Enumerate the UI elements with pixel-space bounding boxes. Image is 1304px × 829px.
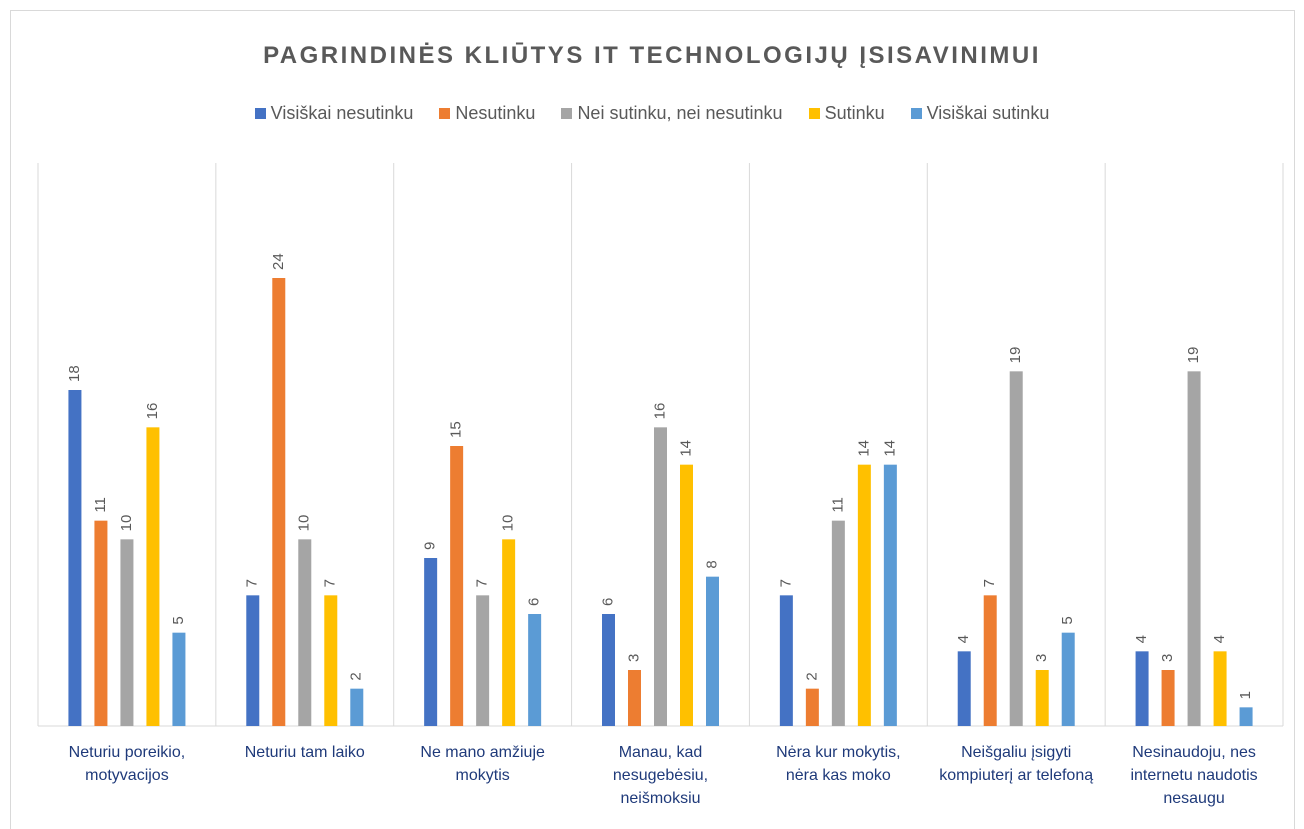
bar [654, 427, 667, 726]
data-label: 4 [955, 635, 972, 643]
bar [857, 464, 871, 726]
legend-swatch [910, 108, 922, 119]
bar [706, 576, 719, 726]
bar [146, 427, 160, 726]
bar [957, 651, 971, 726]
legend-item: Visiškai sutinku [910, 103, 1050, 124]
bar [120, 539, 134, 726]
bar [1061, 632, 1075, 726]
bar [831, 520, 845, 726]
chart-frame [10, 10, 1295, 829]
x-tick-label: Ne mano amžiuje mokytis [420, 744, 545, 784]
x-tick-label: Neturiu poreikio, motyvacijos [68, 744, 186, 784]
bar [883, 464, 897, 726]
bar [1239, 707, 1253, 726]
bar [1213, 651, 1227, 726]
data-label: 11 [829, 497, 846, 513]
data-label: 5 [170, 616, 187, 624]
bar [450, 446, 464, 726]
legend-label: Nei sutinku, nei nesutinku [577, 103, 783, 123]
x-tick-label: Nėra kur mokytis, nėra kas moko [776, 744, 901, 784]
chart-title: PAGRINDINĖS KLIŪTYS IT TECHNOLOGIJŲ ĮSIS… [263, 42, 1041, 69]
data-label: 10 [296, 515, 313, 532]
data-label: 7 [322, 579, 339, 587]
data-label: 14 [881, 440, 898, 457]
legend-item: Sutinku [808, 103, 885, 124]
data-label: 6 [526, 598, 543, 606]
data-label: 19 [1007, 347, 1024, 364]
data-label: 11 [92, 497, 109, 513]
data-label: 3 [1033, 654, 1050, 662]
bar [680, 464, 693, 726]
data-label: 14 [677, 440, 694, 457]
data-label: 2 [348, 672, 365, 680]
data-label: 4 [1211, 635, 1228, 643]
legend-item: Visiškai nesutinku [254, 103, 414, 124]
legend-label: Nesutinku [455, 103, 536, 123]
data-label: 14 [855, 440, 872, 457]
bar [94, 520, 108, 726]
bar [272, 278, 286, 726]
x-tick-label: Neišgaliu įsigyti kompiuterį ar telefoną [939, 744, 1094, 784]
bar [1187, 371, 1201, 726]
data-label: 10 [500, 515, 517, 532]
legend-item: Nei sutinku, nei nesutinku [561, 103, 783, 124]
bar [324, 595, 338, 726]
data-label: 1 [1237, 691, 1254, 699]
bar [528, 614, 542, 726]
bar [172, 632, 186, 726]
legend-label: Visiškai sutinku [926, 103, 1050, 123]
data-label: 16 [651, 403, 668, 420]
x-tick-label: Manau, kad nesugebėsiu, neišmoksiu [612, 744, 709, 807]
data-label: 24 [270, 253, 287, 270]
data-label: 7 [777, 579, 794, 587]
bar [805, 688, 819, 726]
data-label: 9 [422, 542, 439, 550]
legend-swatch [808, 108, 820, 119]
bar [502, 539, 516, 726]
bar [68, 390, 82, 726]
legend-label: Sutinku [824, 103, 885, 123]
bar [1009, 371, 1023, 726]
data-label: 16 [144, 403, 161, 420]
bar [1035, 670, 1049, 726]
bar [298, 539, 312, 726]
legend-label: Visiškai nesutinku [270, 103, 414, 123]
bar [602, 614, 615, 726]
bar [350, 688, 364, 726]
bar [1161, 670, 1175, 726]
legend-item: Nesutinku [439, 103, 535, 124]
data-label: 6 [599, 598, 616, 606]
data-label: 8 [703, 560, 720, 568]
data-label: 5 [1059, 616, 1076, 624]
data-label: 10 [118, 515, 135, 532]
legend-swatch [254, 108, 266, 119]
data-label: 7 [244, 579, 261, 587]
data-label: 19 [1185, 347, 1202, 364]
legend: Visiškai nesutinku Nesutinku Nei sutinku, … [0, 103, 1304, 124]
data-label: 2 [803, 672, 820, 680]
bar [628, 670, 641, 726]
bar [1135, 651, 1149, 726]
bar [983, 595, 997, 726]
bar [779, 595, 793, 726]
data-label: 3 [1159, 654, 1176, 662]
legend-swatch [439, 108, 451, 119]
data-label: 18 [66, 365, 83, 382]
data-label: 7 [474, 579, 491, 587]
data-label: 3 [625, 654, 642, 662]
x-tick-label: Neturiu tam laiko [244, 744, 365, 761]
bar [246, 595, 260, 726]
x-tick-label: Nesinaudoju, nes internetu naudotis nesa… [1130, 744, 1258, 807]
data-label: 15 [448, 421, 465, 438]
data-label: 4 [1133, 635, 1150, 643]
bar [424, 558, 438, 726]
legend-swatch [561, 108, 573, 119]
bar [476, 595, 490, 726]
data-label: 7 [981, 579, 998, 587]
